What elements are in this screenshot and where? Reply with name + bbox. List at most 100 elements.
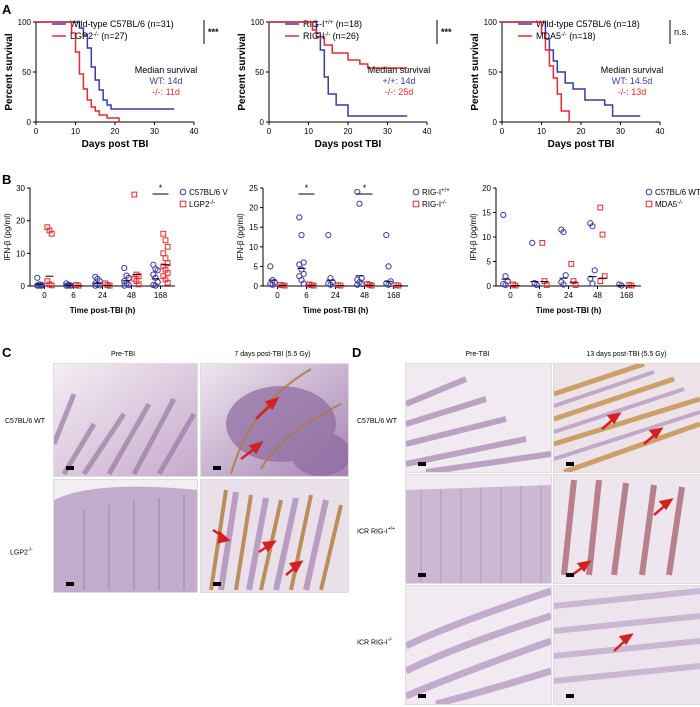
histology-d-rigi-ko-pre: [405, 585, 552, 705]
x-tick-label: 10: [304, 127, 313, 136]
data-point: [298, 231, 305, 239]
data-point: [599, 231, 606, 238]
data-point: [533, 281, 540, 289]
data-point: [597, 204, 604, 211]
y-tick-label: 10: [482, 233, 491, 242]
panel-d-row2-label: ICR RIG-I+/+: [357, 526, 395, 536]
median-survival-wt: WT: 14d: [149, 76, 182, 86]
data-point: [121, 282, 128, 289]
scale-bar: [566, 694, 574, 698]
data-point: [154, 267, 161, 274]
data-point: [385, 281, 392, 288]
y-tick-label: 50: [255, 68, 264, 77]
significance-label: *: [305, 183, 309, 193]
data-point: [543, 282, 550, 288]
y-tick-label: 15: [482, 209, 491, 218]
x-tick-label: 48: [360, 291, 369, 300]
data-point: [121, 264, 128, 272]
data-point: [164, 260, 171, 267]
data-point: [67, 282, 74, 289]
ifnb-chart-rigi: 0 5 10 15 20 25 0 6 24 48 168 Time post-TBI (h) IFN-…: [236, 183, 450, 315]
y-tick-label: 30: [16, 184, 25, 193]
legend-label-1: LGP2-/-: [189, 200, 215, 209]
legend-label-0: RIG-I+/+ (n=18): [303, 19, 362, 29]
data-point: [63, 282, 70, 289]
tissue-image: [554, 364, 700, 472]
y-tick-label: 0: [493, 118, 498, 127]
scale-bar: [566, 462, 574, 466]
tissue-image: [54, 480, 197, 592]
y-tick-label: 100: [18, 18, 32, 27]
panel-c-row2-label: LGP2-/-: [10, 547, 33, 557]
histology-c-lgp2-post: [200, 479, 349, 593]
survival-line-0: [36, 21, 175, 110]
y-tick-label: 0: [487, 282, 492, 291]
data-point: [358, 280, 365, 288]
data-point: [383, 231, 390, 239]
x-axis-label: Time post-TBI (h): [303, 306, 369, 315]
survival-chart-lgp2: 0 50 100 0 10 20 30 40 Days post TBI Percent surv…: [4, 18, 219, 150]
data-point: [164, 279, 171, 286]
panel-d-col2-label: 13 days post-TBI (5.5 Gy): [586, 351, 667, 358]
y-tick-label: 10: [16, 249, 25, 258]
ifnb-chart-lgp2: 0 10 20 30 0 6 24 48 168 Time post-TBI (h) IFN-β (…: [3, 183, 228, 315]
data-point: [500, 211, 507, 219]
data-point: [160, 230, 167, 237]
data-point: [162, 237, 169, 244]
panel-letter-b: B: [2, 172, 12, 187]
data-point: [529, 239, 536, 246]
survival-line-0: [502, 21, 641, 117]
y-tick-label: 0: [260, 118, 265, 127]
panel-letter-d: D: [352, 345, 362, 360]
x-tick-label: 40: [190, 127, 199, 136]
y-tick-label: 15: [249, 223, 258, 232]
tissue-image: [554, 475, 700, 583]
x-tick-label: 0: [42, 291, 47, 300]
y-tick-label: 50: [22, 68, 31, 77]
scale-bar: [566, 573, 574, 577]
panel-letter-a: A: [2, 2, 12, 17]
data-point: [587, 275, 594, 282]
survival-line-1: [269, 21, 408, 69]
data-point: [34, 282, 41, 289]
y-tick-label: 0: [27, 118, 32, 127]
y-tick-label: 5: [487, 258, 492, 267]
data-point: [48, 230, 55, 237]
data-point: [65, 282, 72, 289]
data-point: [356, 200, 363, 207]
data-point: [562, 272, 569, 279]
scale-bar: [418, 462, 426, 466]
scale-bar: [213, 466, 221, 470]
y-tick-label: 5: [254, 262, 259, 271]
panel-c-col1-label: Pre-TBI: [110, 351, 136, 358]
x-axis-label: Days post TBI: [82, 139, 149, 150]
legend-label-1: RIG-I-/-: [422, 200, 447, 209]
x-tick-label: 40: [423, 127, 432, 136]
data-point: [164, 270, 171, 276]
legend-label-1: MDA5-/-: [655, 200, 683, 209]
data-point: [597, 278, 604, 284]
scale-bar: [418, 694, 426, 698]
x-tick-label: 0: [34, 127, 39, 136]
x-tick-label: 30: [383, 127, 392, 136]
data-point: [162, 255, 169, 262]
data-point: [34, 274, 41, 281]
tissue-image: [406, 586, 551, 704]
x-tick-label: 10: [537, 127, 546, 136]
survival-chart-mda5: 0 50 100 0 10 20 30 40 Days post TBI Percent surv…: [470, 18, 689, 150]
histology-d-rigi-wt-post: [553, 474, 700, 584]
x-axis-label: Days post TBI: [315, 139, 382, 150]
scale-bar: [66, 466, 74, 470]
y-tick-label: 100: [484, 18, 498, 27]
x-tick-label: 10: [71, 127, 80, 136]
significance-label: ***: [208, 27, 219, 37]
y-tick-label: 0: [254, 282, 259, 291]
data-point: [36, 282, 43, 289]
data-point: [589, 280, 596, 287]
legend-label-1: LGP2-/- (n=27): [70, 31, 127, 41]
legend-marker-1: [412, 200, 420, 208]
histology-d-rigi-wt-pre: [405, 474, 552, 584]
y-tick-label: 100: [251, 18, 265, 27]
significance-label: n.s.: [674, 27, 689, 37]
median-survival-ko: -/-: 25d: [385, 87, 414, 97]
